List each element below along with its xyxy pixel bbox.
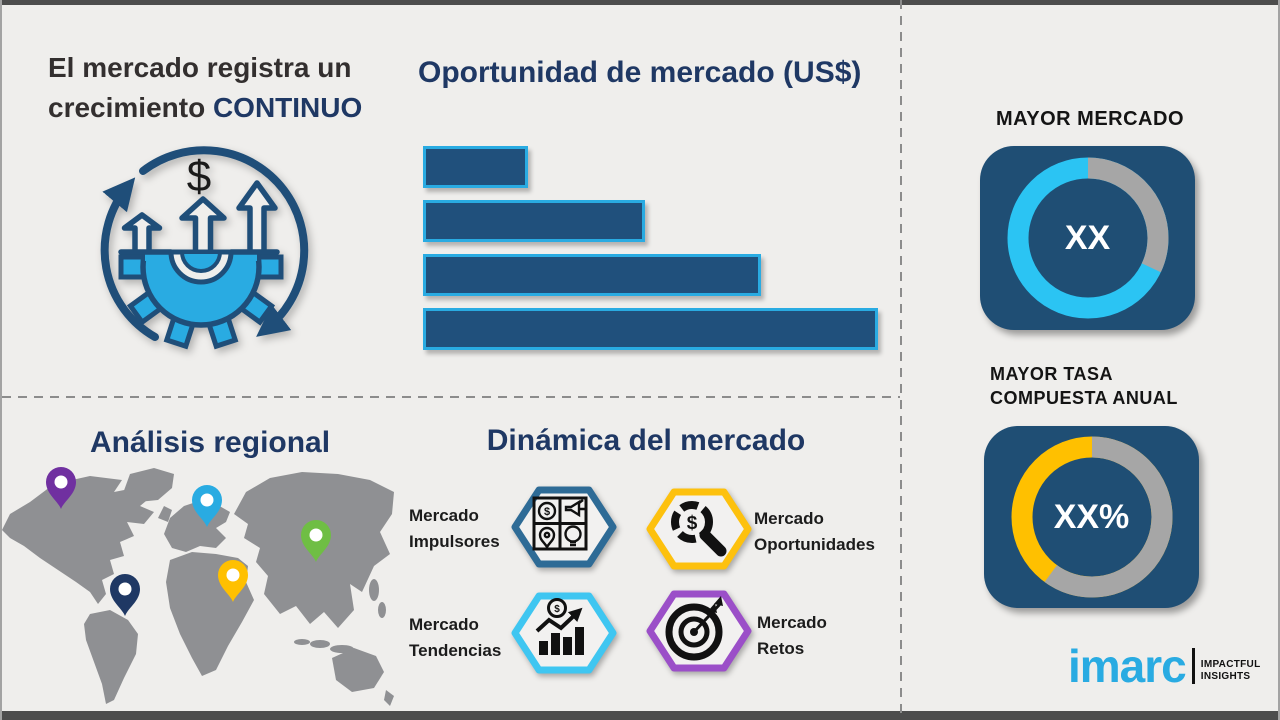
dollar-sign: $ (187, 152, 211, 201)
regional-title: Análisis regional (90, 426, 331, 459)
bar (423, 146, 528, 188)
south-america-pin (110, 574, 140, 616)
largest-market-label: MAYOR MERCADO (996, 108, 1184, 130)
bottom-frame-bar (2, 711, 1278, 720)
largest-market-donut-chart (1007, 157, 1169, 319)
bar (423, 200, 645, 242)
challenges-label-line2: Retos (757, 638, 805, 658)
imarc-logo: imarc IMPACTFUL INSIGHTS (1068, 640, 1261, 693)
up-arrow-medium (179, 196, 227, 260)
world-map (2, 467, 394, 706)
bar (423, 254, 761, 296)
svg-text:$: $ (554, 604, 560, 615)
imarc-tagline-line1: IMPACTFUL (1200, 659, 1261, 670)
largest-market-value: XX (1064, 218, 1111, 257)
cycle-arrow-left (100, 177, 159, 341)
map-pins (46, 467, 331, 616)
imarc-wordmark: imarc (1068, 640, 1187, 693)
opportunities-label-line1: Mercado (754, 509, 824, 528)
opportunity-title: Oportunidad de mercado (US$) (418, 56, 862, 89)
trends-label-line1: Mercado (409, 615, 479, 634)
opportunities-label-line2: Oportunidades (754, 534, 875, 554)
up-arrow-tall (236, 180, 278, 260)
europe-pin (192, 485, 222, 527)
top-frame-bar (2, 0, 1278, 5)
bar (423, 308, 878, 350)
growth-headline-line2: crecimiento (48, 91, 213, 123)
growth-gear-arrows-icon: $ (100, 146, 309, 350)
largest-cagr-label-line2: COMPUESTA ANUAL (990, 388, 1178, 409)
drivers-label-line1: Mercado (409, 506, 479, 525)
trend-chart-icon: $ (511, 592, 617, 674)
imarc-tagline-line2: INSIGHTS (1200, 671, 1251, 682)
growth-headline-accent: CONTINUO (212, 91, 363, 123)
north-america-pin (46, 467, 76, 509)
dynamics-title: Dinámica del mercado (486, 424, 806, 457)
opportunities-label: Mercado Oportunidades (754, 506, 875, 557)
largest-cagr-label-line1: MAYOR TASA (990, 364, 1114, 384)
growth-headline-line1: El mercado registra un (48, 52, 352, 83)
growth-headline: El mercado registra un crecimiento CONTI… (48, 48, 408, 128)
logo-divider-bar (1191, 648, 1195, 684)
challenges-label: Mercado Retos (757, 610, 827, 661)
svg-text:$: $ (544, 506, 550, 518)
gear-bowl-disc (179, 250, 223, 273)
trends-label: Mercado Tendencias (409, 612, 501, 663)
imarc-tagline: IMPACTFUL INSIGHTS (1201, 659, 1261, 686)
cycle-arrow-right (139, 146, 309, 337)
puzzle-pieces-icon: $ (511, 486, 617, 568)
largest-cagr-donut-chart (1011, 436, 1173, 598)
trends-label-line2: Tendencias (409, 640, 502, 660)
gear-body (118, 253, 284, 350)
largest-cagr-donut-card: XX% (984, 426, 1199, 608)
vertical-dashed-divider (900, 0, 902, 720)
largest-market-donut-card: XX (980, 146, 1195, 330)
middle-east-africa-pin (218, 560, 248, 602)
largest-cagr-label: MAYOR TASA COMPUESTA ANUAL (990, 362, 1178, 411)
challenges-label-line1: Mercado (757, 613, 827, 632)
east-asia-pin (301, 520, 331, 562)
largest-cagr-value: XX% (1053, 497, 1130, 536)
opportunity-bar-chart (423, 146, 878, 362)
drivers-label: Mercado Impulsores (409, 503, 500, 554)
horizontal-dashed-divider (2, 396, 900, 398)
target-dart-icon (646, 590, 752, 672)
magnifier-dollar-icon: $ (646, 488, 752, 570)
drivers-label-line2: Impulsores (409, 531, 500, 551)
svg-text:$: $ (687, 513, 698, 534)
